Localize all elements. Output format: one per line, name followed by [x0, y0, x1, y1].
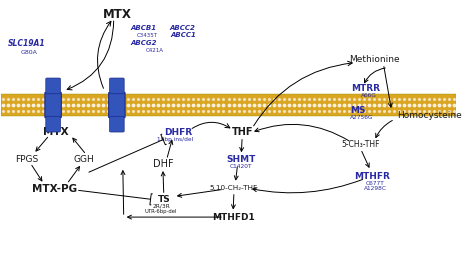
Text: ABCB1: ABCB1 [130, 25, 157, 31]
Text: A1298C: A1298C [364, 186, 387, 191]
Text: TS: TS [157, 195, 170, 204]
Text: DHFR: DHFR [164, 128, 192, 136]
Text: SLC19A1: SLC19A1 [9, 39, 46, 48]
Text: A2756G: A2756G [350, 115, 374, 120]
Text: A66G: A66G [361, 93, 377, 98]
Text: DHF: DHF [154, 159, 174, 169]
FancyBboxPatch shape [109, 92, 125, 118]
Text: MTHFR: MTHFR [354, 172, 390, 181]
Text: 5,10-CH₂-THF: 5,10-CH₂-THF [209, 185, 257, 191]
Text: C3435T: C3435T [137, 33, 157, 38]
Text: C421A: C421A [146, 48, 164, 53]
Text: ABCC1: ABCC1 [171, 32, 197, 39]
Text: THF: THF [231, 127, 253, 137]
Text: 19bp ins/del: 19bp ins/del [156, 137, 193, 142]
Text: MTX: MTX [102, 8, 131, 21]
Text: ABCG2: ABCG2 [130, 40, 157, 46]
Bar [0, 94, 456, 116]
Text: 2R/3R: 2R/3R [152, 204, 170, 208]
Text: C1420T: C1420T [229, 164, 252, 169]
Text: FPGS: FPGS [16, 155, 39, 164]
Text: MTHFD1: MTHFD1 [212, 213, 255, 222]
Text: MTX-PG: MTX-PG [32, 184, 77, 194]
Text: ABCC2: ABCC2 [169, 25, 195, 31]
Text: C677T: C677T [366, 181, 384, 186]
Text: G80A: G80A [20, 50, 37, 55]
FancyBboxPatch shape [109, 78, 124, 94]
FancyBboxPatch shape [46, 116, 60, 132]
FancyBboxPatch shape [45, 92, 61, 118]
Text: MTRR: MTRR [351, 84, 380, 93]
Text: 5-CH₃-THF: 5-CH₃-THF [341, 140, 380, 149]
Text: UTR-6bp-del: UTR-6bp-del [145, 209, 177, 214]
FancyBboxPatch shape [109, 116, 124, 132]
FancyBboxPatch shape [46, 78, 60, 94]
Text: MTX: MTX [43, 127, 68, 137]
Text: Homocysteine: Homocysteine [397, 111, 462, 120]
Text: GGH: GGH [73, 155, 94, 164]
Text: Methionine: Methionine [349, 55, 400, 64]
Text: SHMT: SHMT [226, 155, 255, 164]
Text: MS: MS [351, 106, 366, 116]
